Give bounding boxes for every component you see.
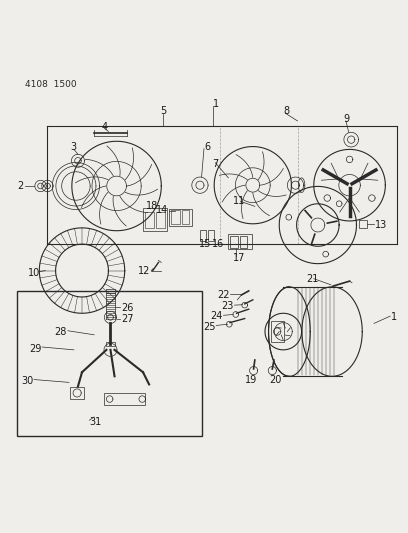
Bar <box>171 211 180 224</box>
Text: 2: 2 <box>17 181 23 191</box>
Text: 25: 25 <box>203 322 215 333</box>
Text: 1: 1 <box>213 99 219 109</box>
Text: 24: 24 <box>211 311 223 321</box>
Bar <box>200 230 206 241</box>
Text: 6: 6 <box>204 142 210 151</box>
Text: 4108  1500: 4108 1500 <box>25 80 77 89</box>
Text: 31: 31 <box>89 417 102 427</box>
Text: 21: 21 <box>306 274 319 284</box>
Text: 16: 16 <box>212 239 224 249</box>
Bar <box>359 220 368 228</box>
Text: 14: 14 <box>156 205 168 215</box>
Text: 7: 7 <box>212 159 218 169</box>
Bar <box>208 230 214 241</box>
Bar <box>169 209 192 226</box>
Text: 13: 13 <box>375 220 387 230</box>
Text: 5: 5 <box>160 106 166 116</box>
Bar <box>106 342 115 346</box>
Bar <box>156 212 165 228</box>
Bar <box>228 234 252 249</box>
Bar <box>271 321 284 342</box>
Text: 1: 1 <box>391 312 397 322</box>
Text: 23: 23 <box>221 301 234 311</box>
Text: 4: 4 <box>102 122 108 132</box>
Text: 9: 9 <box>343 114 349 124</box>
Text: 28: 28 <box>54 327 67 336</box>
Text: 26: 26 <box>121 303 133 313</box>
Bar <box>240 237 247 248</box>
Bar <box>70 387 84 399</box>
Text: 30: 30 <box>21 376 33 386</box>
Bar <box>145 212 154 228</box>
Text: 20: 20 <box>269 375 282 385</box>
Text: 12: 12 <box>138 266 150 277</box>
Text: 29: 29 <box>29 344 41 353</box>
Bar <box>182 211 189 224</box>
Text: 19: 19 <box>245 375 257 385</box>
Text: 10: 10 <box>28 269 40 278</box>
Text: 3: 3 <box>71 142 77 152</box>
Text: 11: 11 <box>233 197 246 206</box>
Text: 27: 27 <box>121 314 133 325</box>
Text: 18: 18 <box>146 201 159 211</box>
Text: 15: 15 <box>199 239 211 249</box>
Bar <box>106 289 115 293</box>
Text: 8: 8 <box>283 106 289 116</box>
Bar <box>17 291 202 437</box>
Bar <box>231 237 238 248</box>
Text: 17: 17 <box>233 253 245 263</box>
Text: 22: 22 <box>217 290 230 300</box>
Bar <box>104 393 145 405</box>
Bar <box>143 208 167 231</box>
